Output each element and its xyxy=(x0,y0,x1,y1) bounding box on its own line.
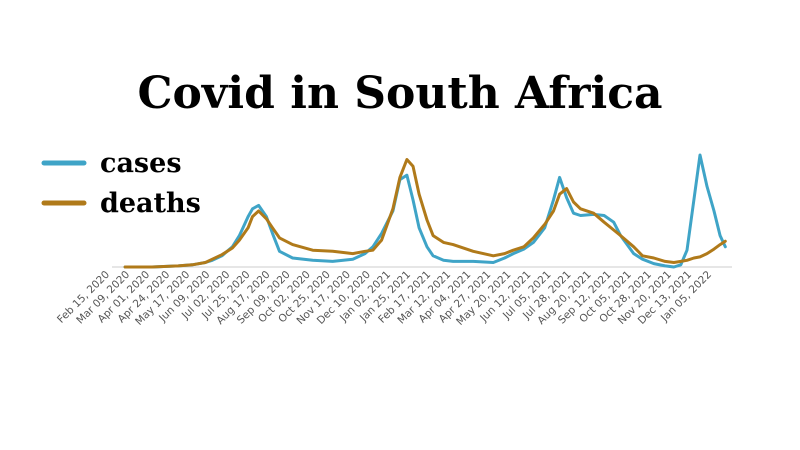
legend: cases deaths xyxy=(41,148,201,219)
series-lines xyxy=(123,153,727,269)
series-line-cases xyxy=(123,153,727,269)
legend-label-cases: cases xyxy=(100,148,182,179)
series-line-deaths xyxy=(123,158,727,269)
legend-label-deaths: deaths xyxy=(100,188,201,219)
chart-title: Covid in South Africa xyxy=(138,68,663,119)
